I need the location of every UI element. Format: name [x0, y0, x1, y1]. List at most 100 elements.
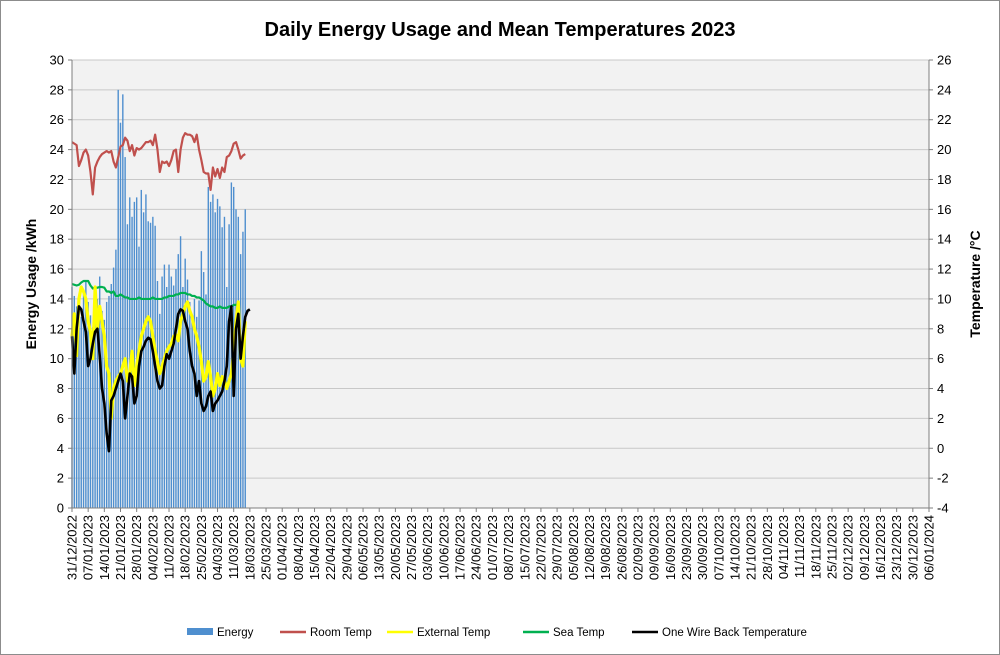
x-tick-label: 23/09/2023 — [679, 515, 694, 580]
x-tick-label: 09/12/2023 — [857, 515, 872, 580]
energy-bar — [99, 276, 101, 508]
energy-bar — [89, 315, 92, 508]
y2-tick-label: 0 — [937, 441, 944, 456]
energy-bar — [189, 301, 191, 508]
x-tick-label: 02/12/2023 — [841, 515, 856, 580]
legend-swatch — [187, 628, 213, 635]
x-tick-label: 01/07/2023 — [485, 515, 500, 580]
x-tick-label: 04/03/2023 — [210, 515, 225, 580]
legend-label: External Temp — [417, 627, 490, 639]
y2-tick-label: 22 — [937, 112, 951, 127]
y-tick-label: 26 — [50, 112, 64, 127]
energy-bar — [186, 279, 189, 508]
energy-bar — [212, 194, 214, 508]
x-tick-label: 14/10/2023 — [727, 515, 742, 580]
x-tick-label: 26/08/2023 — [614, 515, 629, 580]
energy-bar — [87, 301, 89, 508]
x-tick-label: 06/01/2024 — [922, 515, 937, 580]
x-tick-label: 15/04/2023 — [307, 515, 322, 580]
y2-tick-label: 2 — [937, 411, 944, 426]
energy-bar — [145, 194, 147, 508]
x-tick-label: 24/06/2023 — [469, 515, 484, 580]
y2-tick-label: -4 — [937, 501, 949, 516]
temperature-lines — [70, 132, 251, 453]
x-tick-label: 01/04/2023 — [275, 515, 290, 580]
x-tick-label: 08/04/2023 — [291, 515, 306, 580]
x-tick-label: 11/11/2023 — [792, 515, 807, 578]
energy-bar — [228, 224, 230, 508]
x-tick-label: 19/08/2023 — [598, 515, 613, 580]
y-tick-label: 18 — [50, 232, 64, 247]
y2-tick-label: 24 — [937, 82, 951, 97]
y2-tick-label: 26 — [937, 53, 951, 68]
energy-bar — [122, 94, 124, 508]
legend-label: One Wire Back Temperature — [662, 627, 807, 639]
x-tick-label: 18/02/2023 — [178, 515, 193, 580]
energy-bar — [78, 321, 80, 508]
energy-bar — [75, 306, 78, 508]
energy-bar — [193, 298, 196, 508]
energy-bar — [191, 321, 193, 508]
y-tick-label: 6 — [57, 411, 64, 426]
x-tick-label: 16/09/2023 — [663, 515, 678, 580]
y-tick-label: 30 — [50, 53, 64, 68]
energy-bar — [207, 186, 209, 508]
energy-bar — [163, 264, 166, 508]
x-tick-label: 18/03/2023 — [242, 515, 257, 580]
energy-bar — [202, 272, 205, 508]
energy-bar — [214, 212, 216, 508]
x-tick-label: 14/01/2023 — [97, 515, 112, 580]
y-tick-label: 22 — [50, 172, 64, 187]
energy-bar — [209, 201, 212, 508]
series-line-room-temp — [71, 132, 246, 196]
energy-bar — [184, 258, 186, 508]
energy-bar — [92, 327, 94, 508]
energy-bar — [117, 89, 119, 508]
energy-bar — [179, 236, 182, 509]
x-tick-labels: 31/12/2022 07/01/2023 14/01/2023 21/01/2023… — [65, 508, 937, 580]
energy-bar — [244, 209, 246, 509]
y2-tick-label: 6 — [937, 351, 944, 366]
y-tick-label: 0 — [57, 501, 64, 516]
legend-label: Sea Temp — [553, 627, 605, 639]
x-tick-label: 22/07/2023 — [533, 515, 548, 580]
energy-bar — [177, 254, 179, 508]
chart-title: Daily Energy Usage and Mean Temperatures… — [265, 19, 736, 41]
energy-bar — [156, 281, 159, 508]
legend-label: Room Temp — [310, 627, 372, 639]
y-tick-label: 12 — [50, 321, 64, 336]
x-tick-label: 30/09/2023 — [695, 515, 710, 580]
energy-bar — [149, 222, 152, 509]
energy-bar — [170, 276, 173, 508]
legend-label: Energy — [217, 627, 254, 639]
x-tick-label: 31/12/2022 — [65, 515, 80, 580]
x-tick-label: 28/01/2023 — [129, 515, 144, 580]
x-tick-label: 25/02/2023 — [194, 515, 209, 580]
y-tick-label: 28 — [50, 82, 64, 97]
energy-bar — [226, 286, 228, 508]
energy-bar — [168, 264, 170, 508]
y-tick-label: 14 — [50, 291, 64, 306]
energy-bar — [175, 269, 177, 508]
x-tick-label: 28/10/2023 — [760, 515, 775, 580]
y-tick-label: 20 — [50, 202, 64, 217]
energy-bar — [73, 295, 76, 508]
x-tick-label: 25/03/2023 — [259, 515, 274, 580]
x-tick-label: 10/06/2023 — [436, 515, 451, 580]
series-line-external-temp — [70, 285, 247, 420]
energy-bar — [105, 301, 108, 508]
energy-bar — [182, 286, 184, 508]
x-tick-label: 07/01/2023 — [81, 515, 96, 580]
y2-tick-label: -2 — [937, 471, 949, 486]
energy-bar — [96, 298, 99, 508]
x-tick-label: 13/05/2023 — [372, 515, 387, 580]
x-tick-label: 27/05/2023 — [404, 515, 419, 580]
x-tick-label: 30/12/2023 — [905, 515, 920, 580]
y-tick-label: 24 — [50, 142, 64, 157]
energy-bar — [135, 197, 138, 509]
y-tick-label: 2 — [57, 471, 64, 486]
y2-tick-label: 8 — [937, 321, 944, 336]
energy-bar — [161, 276, 163, 508]
